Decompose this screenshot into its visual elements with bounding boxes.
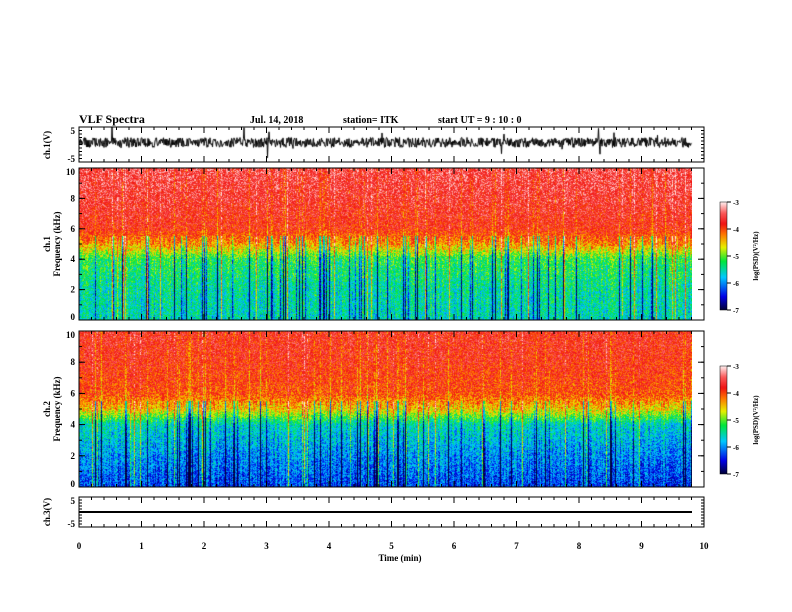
colorbar-tick-label: -4	[733, 226, 739, 234]
ch1-ylabel: ch.1(V)	[42, 131, 52, 159]
colorbar-tick-label: -6	[733, 444, 739, 452]
ch1-colorbar-gradient	[720, 202, 727, 310]
x-tick-label: 4	[327, 541, 332, 551]
ch3-ylabel: ch.3(V)	[42, 498, 52, 526]
colorbar-tick-label: -7	[733, 471, 739, 479]
panel-frame-2	[78, 330, 705, 488]
y-tick-label: 10	[66, 167, 76, 177]
colorbar-tick-label: -6	[733, 280, 739, 288]
x-tick-label: 6	[452, 541, 457, 551]
colorbar-tick-label: -3	[733, 363, 739, 371]
ch2-spectrogram-image	[79, 331, 692, 487]
y-tick-label: 0	[71, 479, 76, 489]
colorbar-tick-label: -4	[733, 390, 739, 398]
ch1-spectrogram-image	[79, 168, 692, 320]
x-tick-label: 1	[139, 541, 144, 551]
y-tick-label: 10	[66, 330, 76, 340]
ch1-spec-ylabel-ch: ch.1	[42, 236, 52, 252]
ch2-colorbar-label: log(PSD)(V²/Hz)	[752, 395, 760, 445]
y-tick-label: 2	[71, 285, 76, 295]
panel-frame-1	[78, 167, 705, 321]
colorbar-tick-label: -5	[733, 253, 739, 261]
ch2-spec-ylabel-ch: ch.2	[42, 401, 52, 417]
x-tick-label: 2	[202, 541, 207, 551]
x-tick-label: 8	[577, 541, 582, 551]
ch1-spec-ylabel-freq: Frequency (kHz)	[52, 211, 62, 276]
x-axis-label: Time (min)	[378, 553, 421, 563]
x-tick-label: 0	[77, 541, 82, 551]
x-tick-label: 7	[514, 541, 519, 551]
y-tick-label: 4	[71, 254, 76, 264]
ch2-colorbar-gradient	[720, 366, 727, 474]
y-tick-label: 5	[71, 496, 76, 506]
x-tick-label: 5	[389, 541, 394, 551]
date-label: Jul. 14, 2018	[250, 115, 303, 126]
start-time-label: start UT = 9 : 10 : 0	[438, 115, 522, 126]
ch1-colorbar-label: log(PSD)(V²/Hz)	[752, 231, 760, 281]
y-tick-label: 8	[71, 357, 76, 367]
colorbar-tick-label: -3	[733, 199, 739, 207]
y-tick-label: 8	[71, 193, 76, 203]
x-tick-label: 3	[264, 541, 269, 551]
y-tick-label: 0	[71, 312, 76, 322]
ch2-spec-ylabel-freq: Frequency (kHz)	[52, 376, 62, 441]
station-label: station= ITK	[343, 115, 399, 126]
y-tick-label: 4	[71, 420, 76, 430]
x-tick-label: 10	[700, 541, 710, 551]
y-tick-label: 6	[71, 224, 76, 234]
x-tick-label: 9	[639, 541, 644, 551]
colorbar-frame	[719, 201, 728, 311]
colorbar-tick-label: -5	[733, 417, 739, 425]
y-tick-label: -5	[68, 154, 76, 164]
y-tick-label: 2	[71, 451, 76, 461]
y-tick-label: 5	[71, 126, 76, 136]
y-tick-label: -5	[68, 519, 76, 529]
colorbar-tick-label: -7	[733, 307, 739, 315]
y-tick-label: 6	[71, 388, 76, 398]
colorbar-frame	[719, 365, 728, 475]
figure-title: VLF Spectra	[79, 112, 145, 126]
